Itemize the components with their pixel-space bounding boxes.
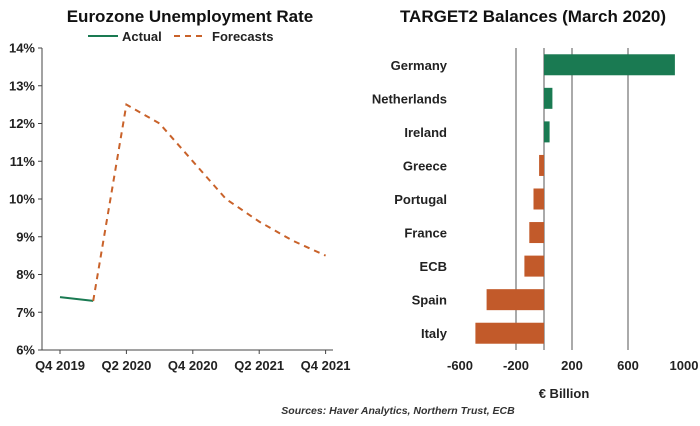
bar-greece [539,154,544,176]
y-tick-label: 9% [16,229,35,244]
source-note: Sources: Haver Analytics, Northern Trust… [281,405,515,417]
bar-ireland [544,121,550,143]
bar-netherlands [544,87,553,109]
y-tick-label: 8% [16,267,35,282]
x-tick-label: Q2 2020 [101,358,151,373]
target2-chart-title: TARGET2 Balances (March 2020) [400,7,666,26]
x-tick-label: -200 [503,358,529,373]
unemployment-chart-title: Eurozone Unemployment Rate [67,7,314,26]
category-label-greece: Greece [403,158,447,173]
x-tick-label: Q2 2021 [234,358,284,373]
x-tick-label: 200 [561,358,583,373]
x-tick-label: -600 [447,358,473,373]
unemployment-y-ticks: 6% 7% 8% 9% 10% 11% 12% 13% 14% [9,41,42,358]
x-tick-label: Q4 2021 [301,358,351,373]
x-tick-label: Q4 2020 [168,358,218,373]
y-tick-label: 13% [9,78,35,93]
category-label-ireland: Ireland [404,125,447,140]
y-tick-label: 12% [9,116,35,131]
y-tick-label: 6% [16,343,35,358]
y-tick-label: 11% [10,154,36,169]
bar-portugal [533,188,544,210]
bar-ecb [524,255,544,277]
unemployment-x-ticks: Q4 2019 Q2 2020 Q4 2020 Q2 2021 Q4 2021 [35,350,351,373]
legend-actual-label: Actual [122,29,162,44]
x-tick-label: Q4 2019 [35,358,85,373]
category-label-spain: Spain [412,293,447,308]
target2-x-axis-label: € Billion [539,386,590,401]
bar-france [529,222,544,244]
category-label-portugal: Portugal [394,192,447,207]
y-tick-label: 7% [16,305,35,320]
unemployment-chart: Eurozone Unemployment Rate Actual Foreca… [9,7,351,373]
category-label-netherlands: Netherlands [372,91,447,106]
bar-italy [475,322,544,344]
category-label-italy: Italy [421,326,448,341]
unemployment-legend: Actual Forecasts [88,29,273,44]
y-tick-label: 10% [9,192,35,207]
unemployment-series [59,103,327,302]
y-tick-label: 14% [9,41,35,56]
target2-category-labels: Germany Netherlands Ireland Greece Portugal F… [372,58,448,341]
series-forecasts-line [92,103,327,302]
bar-germany [544,54,675,76]
category-label-ecb: ECB [420,259,447,274]
series-actual-line [59,296,94,302]
bar-spain [486,289,544,311]
x-tick-label: 1000 [670,358,699,373]
x-tick-label: 600 [617,358,639,373]
target2-chart: TARGET2 Balances (March 2020) Germany Net… [372,7,699,401]
legend-forecast-label: Forecasts [212,29,273,44]
category-label-france: France [404,226,447,241]
category-label-germany: Germany [391,58,448,73]
target2-x-ticks: -600 -200 200 600 1000 [447,358,698,373]
target2-bars [475,54,675,344]
